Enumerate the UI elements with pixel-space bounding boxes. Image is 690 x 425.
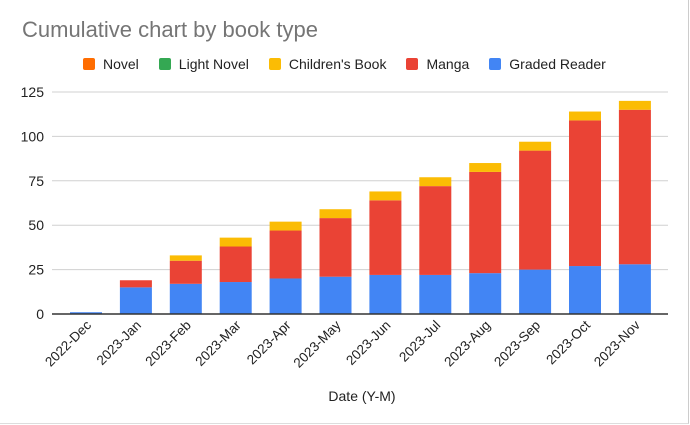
legend-swatch xyxy=(268,58,281,70)
bar-segment xyxy=(519,269,552,314)
bar-segment xyxy=(618,264,651,314)
legend-swatch xyxy=(158,58,171,70)
bar-segment xyxy=(369,274,402,314)
bar-segment xyxy=(569,111,601,121)
bar-segment xyxy=(119,287,152,314)
x-tick-label: 2023-Apr xyxy=(244,317,294,367)
bar-segment xyxy=(169,283,202,314)
legend-label: Manga xyxy=(426,56,470,72)
y-tick-label: 25 xyxy=(28,262,44,278)
bar-segment xyxy=(419,177,452,187)
legend-item: Light Novel xyxy=(158,56,249,72)
bar-segment xyxy=(169,260,202,284)
legend-swatch xyxy=(489,58,502,70)
x-tick-label: 2023-Nov xyxy=(591,317,643,369)
bar-segment xyxy=(369,191,402,201)
bar-segment xyxy=(569,120,601,267)
chart-title: Cumulative chart by book type xyxy=(22,17,318,42)
bar-segment xyxy=(219,282,252,314)
bar-segment xyxy=(519,150,552,270)
x-tick-label: 2023-Jun xyxy=(343,318,393,368)
bar-segment xyxy=(269,221,302,231)
y-tick-label: 75 xyxy=(28,173,44,189)
bar-segment xyxy=(519,141,552,151)
x-axis-title: Date (Y-M) xyxy=(328,388,395,404)
legend-swatch xyxy=(406,58,419,70)
bar-segment xyxy=(469,163,502,172)
legend-label: Children's Book xyxy=(288,56,387,72)
x-tick-label: 2023-Feb xyxy=(142,318,193,369)
x-tick-label: 2022-Dec xyxy=(42,317,94,369)
x-tick-label: 2023-Jul xyxy=(396,318,443,365)
x-tick-label: 2023-Mar xyxy=(192,317,244,369)
bar-segment xyxy=(119,280,152,288)
bar-segment xyxy=(419,274,452,314)
bar-segment xyxy=(319,276,352,314)
y-tick-label: 100 xyxy=(21,128,45,144)
y-tick-label: 0 xyxy=(36,306,44,322)
legend-label: Graded Reader xyxy=(509,56,606,72)
bar-segment xyxy=(269,278,302,314)
y-tick-label: 50 xyxy=(28,217,44,233)
x-tick-label: 2023-Jan xyxy=(94,318,144,368)
bar-segment xyxy=(219,246,252,283)
bar-segment xyxy=(219,237,252,247)
bar-segment xyxy=(469,171,502,274)
x-tick-label: 2023-Oct xyxy=(543,317,593,367)
legend-item: Novel xyxy=(83,56,139,72)
bar-segment xyxy=(569,266,601,314)
legend-swatch xyxy=(83,58,95,70)
bar-segment xyxy=(169,255,202,261)
legend: Novel Light Novel Children's Book Manga Grad… xyxy=(83,56,626,72)
bar-segment xyxy=(319,218,352,277)
legend-item: Children's Book xyxy=(268,56,387,72)
bar-segment xyxy=(469,273,502,314)
bar-segment xyxy=(419,186,452,275)
y-tick-label: 125 xyxy=(21,84,45,100)
bar-segment xyxy=(319,209,352,219)
legend-label: Light Novel xyxy=(178,56,249,72)
x-tick-label: 2023-May xyxy=(291,317,344,370)
x-tick-label: 2023-Aug xyxy=(441,318,493,370)
x-tick-label: 2023-Sep xyxy=(491,318,543,370)
bar-segment xyxy=(269,230,302,279)
legend-item: Manga xyxy=(406,56,469,72)
bar-segment xyxy=(70,312,102,314)
legend-item: Graded Reader xyxy=(489,56,606,72)
bar-segment xyxy=(618,109,651,265)
bar-segment xyxy=(618,100,651,110)
bar-segment xyxy=(369,200,402,275)
legend-label: Novel xyxy=(103,56,139,72)
